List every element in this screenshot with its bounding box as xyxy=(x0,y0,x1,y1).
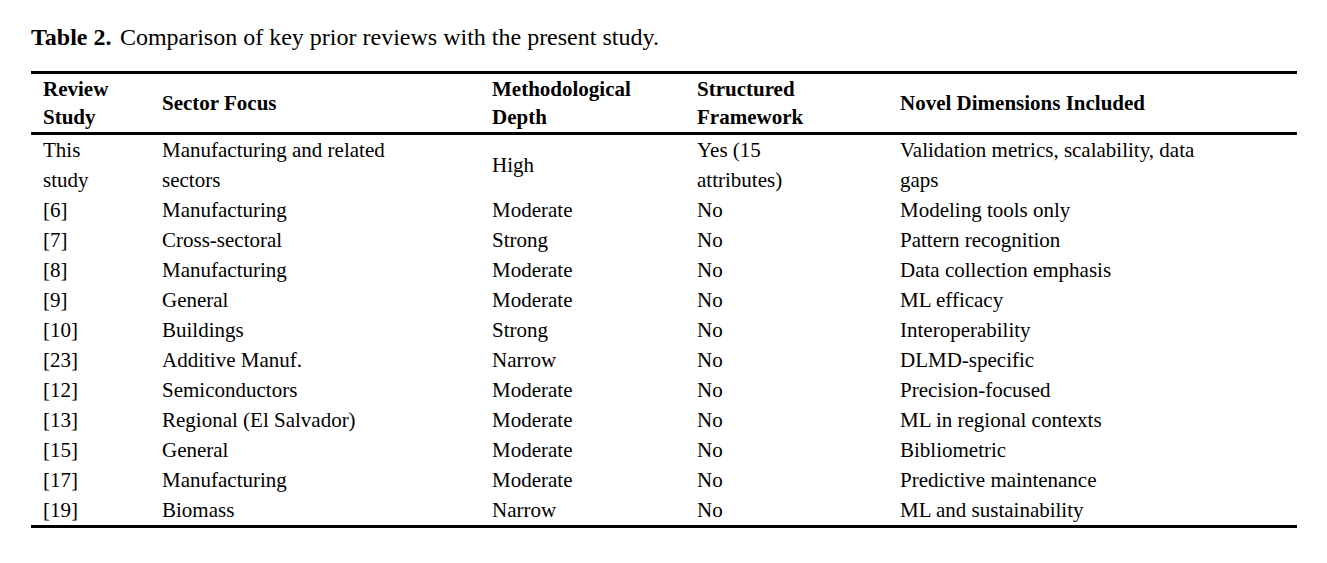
table-cell: Pattern recognition xyxy=(900,225,1297,255)
column-header: Novel Dimensions Included xyxy=(900,73,1297,134)
table-cell: [6] xyxy=(31,195,162,225)
table-cell: Narrow xyxy=(492,345,697,375)
table-cell: Strong xyxy=(492,315,697,345)
paper-page: Table 2. Comparison of key prior reviews … xyxy=(31,22,1297,528)
table-cell: No xyxy=(697,465,900,495)
table-cell: Validation metrics, scalability, data ga… xyxy=(900,134,1297,196)
table-caption: Table 2. Comparison of key prior reviews … xyxy=(31,22,1297,52)
table-cell: Manufacturing and related sectors xyxy=(162,134,492,196)
table-cell: No xyxy=(697,345,900,375)
header-row: Review StudySector FocusMethodological D… xyxy=(31,73,1297,134)
table-cell: No xyxy=(697,255,900,285)
table-cell: No xyxy=(697,495,900,527)
table-cell: [10] xyxy=(31,315,162,345)
table-header: Review StudySector FocusMethodological D… xyxy=(31,73,1297,134)
table-cell: DLMD-specific xyxy=(900,345,1297,375)
table-cell: No xyxy=(697,375,900,405)
table-cell: Narrow xyxy=(492,495,697,527)
table-cell: Moderate xyxy=(492,285,697,315)
table-cell: [19] xyxy=(31,495,162,527)
table-cell: Interoperability xyxy=(900,315,1297,345)
table-cell: This study xyxy=(31,134,162,196)
table-cell: Precision-focused xyxy=(900,375,1297,405)
table-row: [15]GeneralModerateNoBibliometric xyxy=(31,435,1297,465)
table-cell: Predictive maintenance xyxy=(900,465,1297,495)
table-cell: General xyxy=(162,435,492,465)
table-cell: No xyxy=(697,195,900,225)
table-cell: [8] xyxy=(31,255,162,285)
table-cell: Moderate xyxy=(492,375,697,405)
column-header: Structured Framework xyxy=(697,73,900,134)
table-cell: Additive Manuf. xyxy=(162,345,492,375)
table-cell: Bibliometric xyxy=(900,435,1297,465)
table-cell: Yes (15 attributes) xyxy=(697,134,900,196)
column-header: Methodological Depth xyxy=(492,73,697,134)
table-cell: [7] xyxy=(31,225,162,255)
table-row: [9]GeneralModerateNoML efficacy xyxy=(31,285,1297,315)
table-caption-label: Table 2. xyxy=(31,24,111,50)
table-cell: Moderate xyxy=(492,405,697,435)
table-row: [19]BiomassNarrowNoML and sustainability xyxy=(31,495,1297,527)
table-cell: Semiconductors xyxy=(162,375,492,405)
comparison-table: Review StudySector FocusMethodological D… xyxy=(31,71,1297,528)
table-cell: ML and sustainability xyxy=(900,495,1297,527)
table-row: [17]ManufacturingModerateNoPredictive ma… xyxy=(31,465,1297,495)
table-cell: [17] xyxy=(31,465,162,495)
column-header: Review Study xyxy=(31,73,162,134)
table-cell: Manufacturing xyxy=(162,195,492,225)
table-cell: Manufacturing xyxy=(162,465,492,495)
table-cell: No xyxy=(697,285,900,315)
table-cell: ML in regional contexts xyxy=(900,405,1297,435)
table-row: [6]ManufacturingModerateNoModeling tools… xyxy=(31,195,1297,225)
table-cell: Buildings xyxy=(162,315,492,345)
table-cell: No xyxy=(697,405,900,435)
table-cell: No xyxy=(697,315,900,345)
table-row: [12]SemiconductorsModerateNoPrecision-fo… xyxy=(31,375,1297,405)
table-cell: Moderate xyxy=(492,465,697,495)
table-cell: [9] xyxy=(31,285,162,315)
table-row: [13]Regional (El Salvador)ModerateNoML i… xyxy=(31,405,1297,435)
table-cell: Regional (El Salvador) xyxy=(162,405,492,435)
table-caption-text: Comparison of key prior reviews with the… xyxy=(120,24,659,50)
table-cell: Moderate xyxy=(492,195,697,225)
table-cell: Moderate xyxy=(492,435,697,465)
table-cell: High xyxy=(492,134,697,196)
table-cell: Manufacturing xyxy=(162,255,492,285)
table-cell: [12] xyxy=(31,375,162,405)
table-row: [8]ManufacturingModerateNoData collectio… xyxy=(31,255,1297,285)
table-cell: Biomass xyxy=(162,495,492,527)
table-row: [10]BuildingsStrongNoInteroperability xyxy=(31,315,1297,345)
table-cell: General xyxy=(162,285,492,315)
table-row: This studyManufacturing and related sect… xyxy=(31,134,1297,196)
table-row: [7]Cross-sectoralStrongNoPattern recogni… xyxy=(31,225,1297,255)
table-cell: No xyxy=(697,435,900,465)
column-header: Sector Focus xyxy=(162,73,492,134)
table-row: [23]Additive Manuf.NarrowNoDLMD-specific xyxy=(31,345,1297,375)
table-cell: Data collection emphasis xyxy=(900,255,1297,285)
table-cell: Moderate xyxy=(492,255,697,285)
table-cell: ML efficacy xyxy=(900,285,1297,315)
table-cell: Modeling tools only xyxy=(900,195,1297,225)
table-cell: No xyxy=(697,225,900,255)
table-cell: Strong xyxy=(492,225,697,255)
table-cell: Cross-sectoral xyxy=(162,225,492,255)
table-cell: [23] xyxy=(31,345,162,375)
table-cell: [13] xyxy=(31,405,162,435)
table-body: This studyManufacturing and related sect… xyxy=(31,134,1297,527)
table-cell: [15] xyxy=(31,435,162,465)
